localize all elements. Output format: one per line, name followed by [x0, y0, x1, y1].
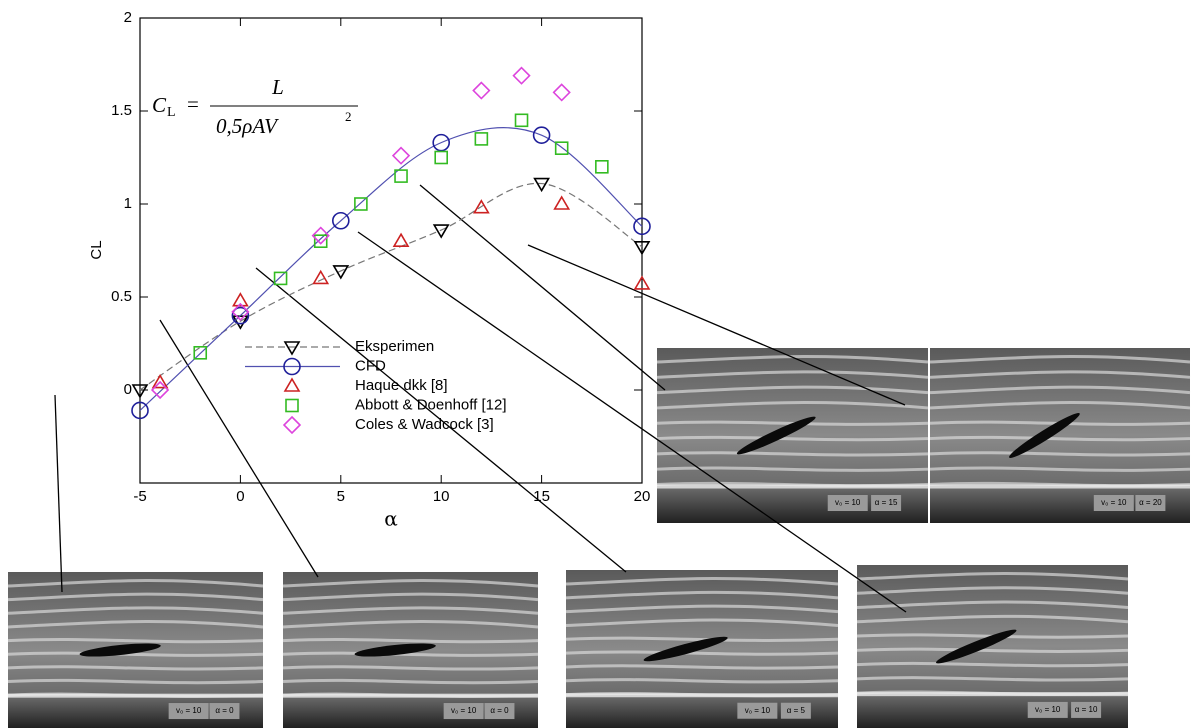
data-point: [555, 197, 569, 209]
data-point: [434, 225, 448, 237]
formula-sub: L: [167, 105, 176, 120]
data-point: [435, 152, 447, 164]
alpha-label: α = 10: [1075, 705, 1098, 714]
data-point: [596, 161, 608, 173]
legend-label: Abbott & Doenhoff [12]: [355, 396, 507, 413]
dots-band: [283, 694, 538, 698]
flow-photo: v₀ = 10 α = 20: [930, 348, 1190, 523]
x-tick-label: -5: [133, 488, 146, 505]
legend-marker: [285, 342, 299, 354]
data-point: [554, 84, 570, 100]
data-point: [275, 272, 287, 284]
data-point: [516, 114, 528, 126]
dots-band: [566, 693, 838, 697]
formula-numerator: L: [271, 75, 284, 99]
y-tick-label: 2: [124, 9, 132, 26]
data-point: [475, 133, 487, 145]
alpha-label: α = 20: [1139, 498, 1162, 507]
flow-photo: v₀ = 10 α = 0: [283, 572, 538, 728]
flow-photo: v₀ = 10 α = 5: [566, 570, 838, 728]
legend-marker: [285, 379, 299, 391]
x-tick-label: 20: [634, 488, 651, 505]
formula-sup: 2: [345, 109, 352, 124]
velocity-label: v₀ = 10: [1101, 498, 1127, 507]
y-tick-label: 1: [124, 195, 132, 212]
velocity-label: v₀ = 10: [745, 706, 771, 715]
x-tick-label: 10: [433, 488, 450, 505]
dots-band: [8, 694, 263, 698]
data-point: [394, 234, 408, 246]
flow-photo: v₀ = 10 α = 0: [8, 572, 263, 728]
legend-marker: [286, 400, 298, 412]
figure: v₀ = 10α = 15v₀ = 10α = 20v₀ = 10α = 0v₀…: [0, 0, 1193, 728]
velocity-label: v₀ = 10: [451, 706, 477, 715]
data-point: [473, 83, 489, 99]
data-point: [514, 68, 530, 84]
data-point: [535, 179, 549, 191]
x-tick-label: 15: [533, 488, 550, 505]
legend-label: CFD: [355, 357, 386, 374]
alpha-label: α = 0: [490, 706, 509, 715]
y-tick-label: 0: [124, 381, 132, 398]
data-point: [314, 271, 328, 283]
x-tick-label: 0: [236, 488, 244, 505]
formula: C L = L 0,5ρAV 2: [152, 75, 358, 138]
series-line: [140, 183, 642, 390]
formula-denominator: 0,5ρAV: [216, 114, 279, 138]
dots-band: [657, 485, 928, 489]
legend-label: Coles & Wadcock [3]: [355, 416, 494, 433]
y-axis-label: CL: [88, 240, 105, 259]
alpha-label: α = 5: [787, 706, 806, 715]
y-tick-label: 0.5: [111, 288, 132, 305]
flow-photo: v₀ = 10 α = 15: [657, 348, 928, 523]
alpha-label: α = 0: [215, 706, 234, 715]
x-axis-label: α: [384, 507, 398, 531]
data-point: [334, 266, 348, 278]
series-line: [140, 128, 642, 411]
formula-lhs: C: [152, 93, 167, 117]
velocity-label: v₀ = 10: [835, 498, 861, 507]
legend-label: Haque dkk [8]: [355, 377, 448, 394]
legend-label: Eksperimen: [355, 338, 434, 355]
data-point: [315, 235, 327, 247]
velocity-label: v₀ = 10: [176, 706, 202, 715]
dots-band: [857, 692, 1128, 696]
x-tick-label: 5: [337, 488, 345, 505]
svg-text:=: =: [187, 92, 199, 116]
velocity-label: v₀ = 10: [1035, 705, 1061, 714]
alpha-label: α = 15: [875, 498, 898, 507]
y-tick-label: 1.5: [111, 102, 132, 119]
flow-photo: v₀ = 10 α = 10: [857, 565, 1128, 728]
dots-band: [930, 485, 1190, 489]
legend-marker: [284, 417, 300, 433]
data-point: [393, 148, 409, 164]
